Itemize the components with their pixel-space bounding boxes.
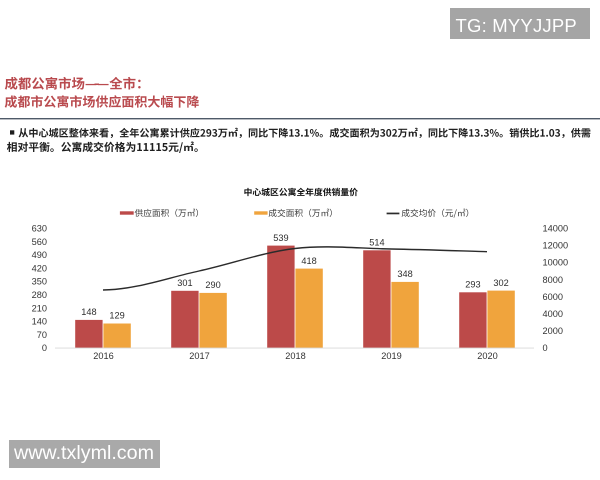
- svg-text:0: 0: [42, 343, 47, 353]
- svg-text:6000: 6000: [543, 292, 563, 302]
- svg-text:302: 302: [493, 278, 508, 288]
- svg-text:0: 0: [543, 343, 548, 353]
- svg-text:129: 129: [109, 311, 124, 321]
- svg-text:148: 148: [81, 307, 96, 317]
- svg-text:630: 630: [32, 224, 47, 234]
- svg-text:8000: 8000: [543, 275, 563, 285]
- svg-text:4000: 4000: [543, 309, 563, 319]
- svg-text:70: 70: [37, 330, 47, 340]
- svg-text:2000: 2000: [543, 326, 563, 336]
- svg-text:539: 539: [273, 233, 288, 243]
- svg-text:2020: 2020: [477, 351, 497, 361]
- svg-text:2016: 2016: [93, 351, 113, 361]
- svg-text:293: 293: [465, 280, 480, 290]
- svg-text:418: 418: [301, 256, 316, 266]
- svg-text:2018: 2018: [285, 351, 305, 361]
- svg-text:490: 490: [32, 250, 47, 260]
- svg-text:420: 420: [32, 263, 47, 273]
- svg-text:301: 301: [177, 278, 192, 288]
- svg-text:210: 210: [32, 303, 47, 313]
- svg-text:290: 290: [205, 280, 220, 290]
- svg-text:560: 560: [32, 237, 47, 247]
- svg-text:2019: 2019: [381, 351, 401, 361]
- svg-text:280: 280: [32, 290, 47, 300]
- svg-text:12000: 12000: [543, 241, 569, 251]
- svg-text:348: 348: [397, 269, 412, 279]
- svg-text:14000: 14000: [543, 224, 569, 234]
- svg-text:350: 350: [32, 277, 47, 287]
- svg-text:140: 140: [32, 317, 47, 327]
- svg-text:10000: 10000: [543, 258, 569, 268]
- svg-text:514: 514: [369, 238, 384, 248]
- svg-text:2017: 2017: [189, 351, 209, 361]
